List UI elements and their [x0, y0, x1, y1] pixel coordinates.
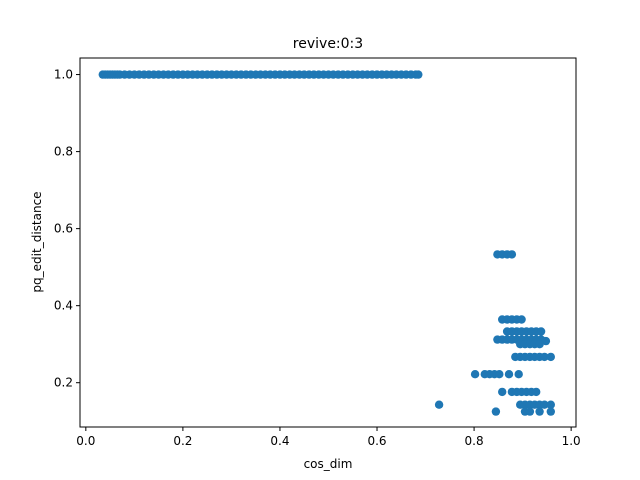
y-axis-label: pq_edit_distance	[30, 191, 44, 292]
y-tick-label: 0.2	[54, 376, 73, 390]
x-axis-label: cos_dim	[304, 457, 353, 471]
y-tick-label: 0.8	[54, 145, 73, 159]
y-tick-label: 1.0	[54, 68, 73, 82]
data-point	[540, 352, 549, 362]
plot-frame	[79, 57, 577, 428]
data-point	[546, 407, 555, 416]
data-point	[536, 327, 546, 336]
data-point	[532, 387, 541, 397]
data-point	[414, 70, 423, 79]
data-point	[514, 370, 523, 379]
x-tick-label: 0.6	[367, 434, 386, 448]
data-point	[535, 407, 544, 416]
data-point	[540, 400, 549, 409]
data-point	[525, 407, 535, 416]
x-tick-label: 0.0	[76, 434, 95, 448]
y-axis-ticks: 0.2 0.4 0.6 0.8 1.0	[54, 68, 80, 390]
data-point	[546, 400, 555, 409]
data-point	[535, 340, 544, 349]
x-tick-label: 0.2	[173, 434, 192, 448]
data-point	[470, 370, 480, 379]
data-point	[541, 336, 551, 346]
data-point	[546, 352, 555, 362]
x-tick-label: 1.0	[562, 434, 581, 448]
y-tick-label: 0.6	[54, 222, 73, 236]
data-point	[495, 370, 504, 379]
chart-title: revive:0:3	[293, 36, 363, 52]
x-axis-ticks: 0.0 0.2 0.4 0.6 0.8 1.0	[76, 427, 581, 448]
data-point	[491, 407, 501, 416]
data-point	[434, 400, 444, 409]
y-tick-label: 0.4	[54, 299, 73, 313]
data-point	[507, 250, 517, 259]
data-point	[517, 315, 526, 324]
data-point	[504, 370, 514, 379]
x-tick-label: 0.8	[465, 434, 484, 448]
data-points	[98, 70, 555, 416]
x-tick-label: 0.4	[270, 434, 289, 448]
data-point	[498, 387, 507, 397]
